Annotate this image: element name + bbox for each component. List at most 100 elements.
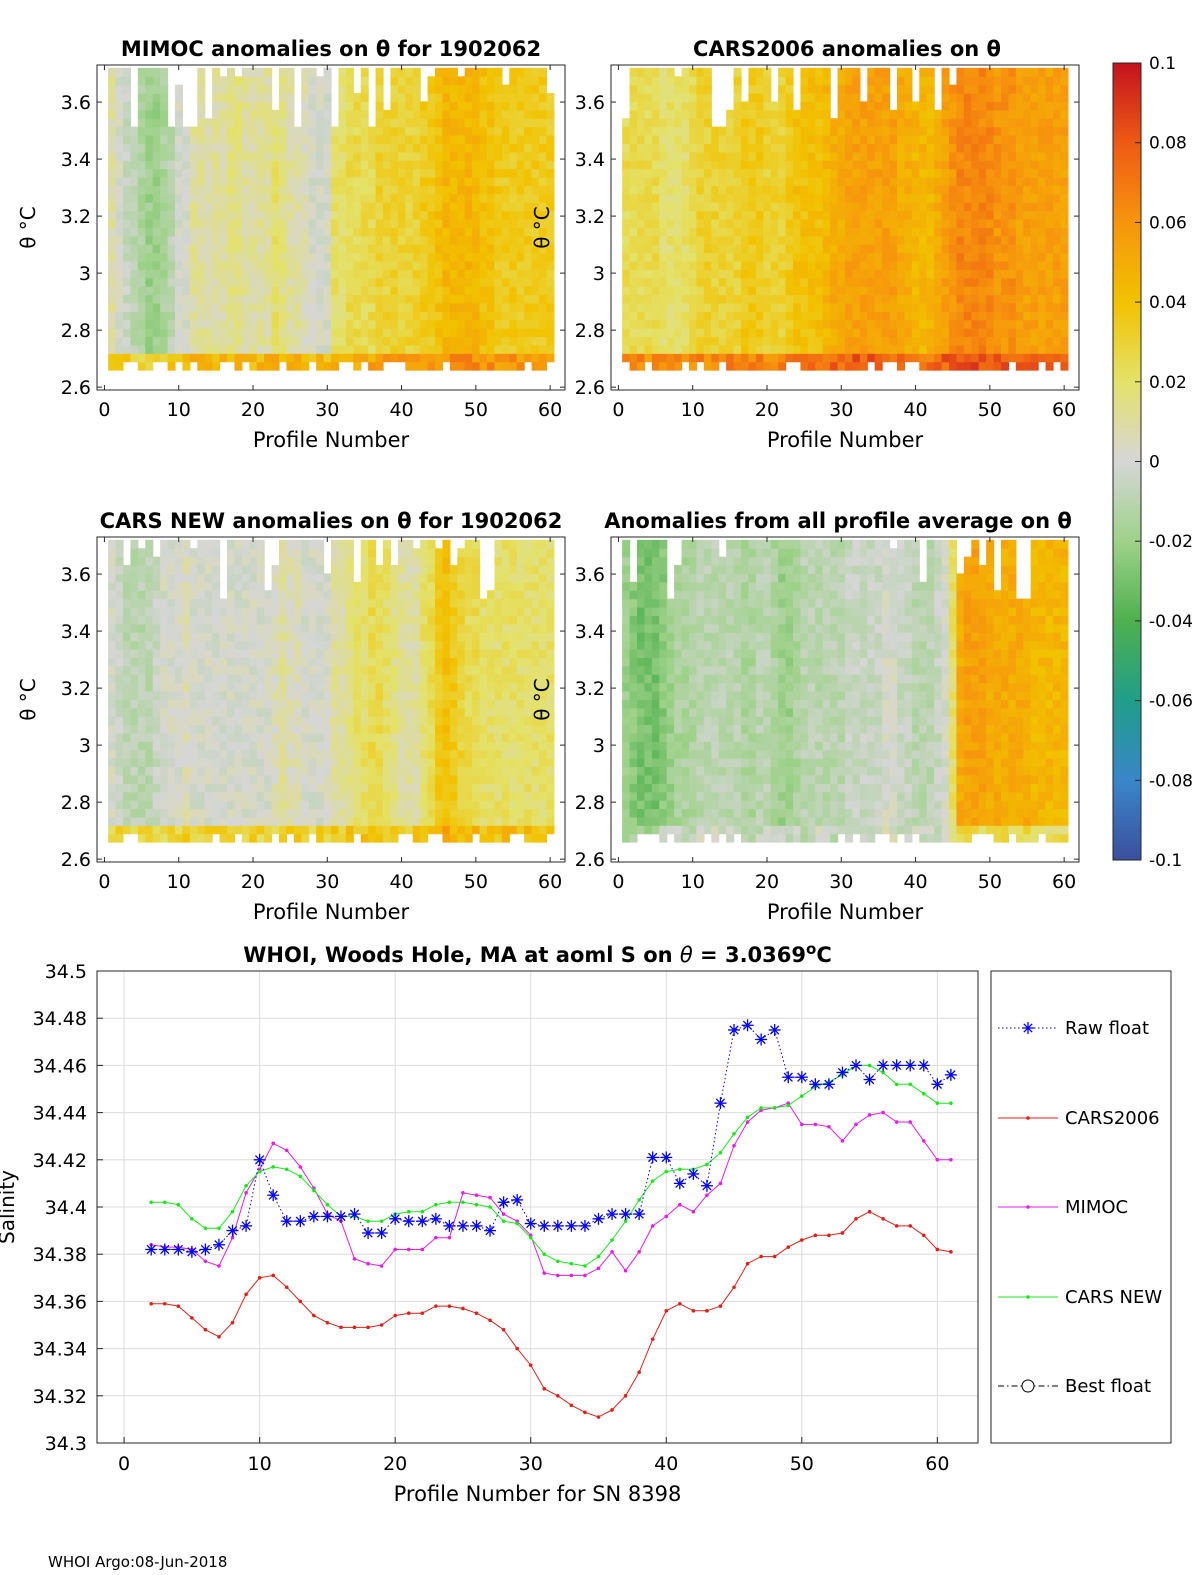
heatmap-cell bbox=[531, 336, 540, 346]
heatmap-cell bbox=[926, 176, 935, 186]
heatmap-cell bbox=[234, 160, 243, 170]
heatmap-cell bbox=[383, 143, 392, 153]
heatmap-cell bbox=[204, 690, 213, 700]
heatmap-cell bbox=[516, 101, 525, 111]
heatmap-cell bbox=[323, 101, 332, 111]
heatmap-cell bbox=[956, 126, 965, 136]
heatmap-cell bbox=[353, 227, 362, 237]
heatmap-cell bbox=[286, 311, 295, 321]
heatmap-cell bbox=[264, 269, 273, 279]
heatmap-cell bbox=[227, 791, 236, 801]
heatmap-cell bbox=[353, 143, 362, 153]
heatmap-cell bbox=[837, 277, 846, 287]
heatmap-cell bbox=[479, 361, 488, 371]
heatmap-cell bbox=[941, 344, 950, 354]
heatmap-cell bbox=[1008, 294, 1017, 304]
heatmap-cell bbox=[1053, 101, 1062, 111]
heatmap-cell bbox=[845, 286, 854, 296]
heatmap-cell bbox=[160, 193, 169, 203]
heatmap-cell bbox=[956, 151, 965, 161]
heatmap-cell bbox=[234, 277, 243, 287]
heatmap-cell bbox=[338, 336, 347, 346]
heatmap-cell bbox=[123, 657, 132, 667]
heatmap-cell bbox=[457, 311, 466, 321]
heatmap-cell bbox=[442, 176, 451, 186]
heatmap-cell bbox=[137, 294, 146, 304]
heatmap-cell bbox=[546, 160, 555, 170]
heatmap-cell bbox=[316, 260, 325, 270]
heatmap-cell bbox=[323, 311, 332, 321]
heatmap-cell bbox=[681, 160, 690, 170]
heatmap-cell bbox=[941, 151, 950, 161]
heatmap-cell bbox=[726, 193, 735, 203]
heatmap-cell bbox=[360, 328, 369, 338]
heatmap-cell bbox=[130, 135, 139, 144]
heatmap-cell bbox=[539, 294, 548, 304]
heatmap-cell bbox=[256, 716, 265, 726]
heatmap-cell bbox=[674, 176, 683, 186]
heatmap-cell bbox=[741, 193, 750, 203]
heatmap-cell bbox=[897, 311, 906, 321]
heatmap-cell bbox=[1053, 185, 1062, 195]
heatmap-cell bbox=[405, 260, 414, 270]
heatmap-cell bbox=[793, 311, 802, 321]
heatmap-cell bbox=[137, 252, 146, 262]
heatmap-cell bbox=[175, 791, 184, 801]
heatmap-cell bbox=[420, 135, 429, 144]
heatmap-cell bbox=[227, 741, 236, 751]
heatmap-cell bbox=[1030, 84, 1039, 94]
heatmap-cell bbox=[487, 185, 496, 195]
heatmap-cell bbox=[189, 816, 198, 826]
heatmap-cell bbox=[629, 93, 638, 103]
heatmap-cell bbox=[316, 311, 325, 321]
heatmap-cell bbox=[666, 76, 675, 86]
heatmap-cell bbox=[644, 210, 653, 220]
heatmap-cell bbox=[152, 202, 161, 212]
heatmap-cell bbox=[472, 143, 481, 153]
heatmap-cell bbox=[271, 143, 280, 153]
heatmap-cell bbox=[822, 328, 831, 338]
heatmap-cell bbox=[145, 833, 154, 843]
heatmap-cell bbox=[711, 202, 720, 212]
heatmap-cell bbox=[859, 260, 868, 270]
heatmap-cell bbox=[644, 109, 653, 119]
heatmap-cell bbox=[755, 67, 764, 77]
heatmap-cell bbox=[755, 76, 764, 86]
heatmap-cell bbox=[152, 252, 161, 262]
heatmap-cell bbox=[1008, 76, 1017, 86]
heatmap-cell bbox=[763, 168, 772, 178]
heatmap-cell bbox=[227, 168, 236, 178]
heatmap-cell bbox=[1001, 361, 1010, 371]
heatmap-cell bbox=[874, 202, 883, 212]
heatmap-cell bbox=[442, 252, 451, 262]
heatmap-cell bbox=[785, 218, 794, 228]
heatmap-cell bbox=[479, 218, 488, 228]
heatmap-cell bbox=[241, 311, 250, 321]
heatmap-cell bbox=[696, 336, 705, 346]
heatmap-cell bbox=[293, 269, 302, 279]
heatmap-cell bbox=[1023, 202, 1032, 212]
heatmap-cell bbox=[360, 118, 369, 128]
heatmap-cell bbox=[1030, 277, 1039, 287]
heatmap-cell bbox=[227, 640, 236, 650]
heatmap-cell bbox=[175, 724, 184, 734]
heatmap-cell bbox=[815, 84, 824, 94]
heatmap-cell bbox=[368, 176, 377, 186]
heatmap-cell bbox=[666, 176, 675, 186]
heatmap-cell bbox=[778, 344, 787, 354]
heatmap-cell bbox=[1053, 168, 1062, 178]
heatmap-cell bbox=[763, 202, 772, 212]
heatmap-cell bbox=[516, 227, 525, 237]
heatmap-cell bbox=[160, 783, 169, 793]
heatmap-cell bbox=[457, 193, 466, 203]
heatmap-cell bbox=[963, 185, 972, 195]
heatmap-cell bbox=[234, 361, 243, 371]
heatmap-cell bbox=[1030, 344, 1039, 354]
heatmap-cell bbox=[934, 143, 943, 153]
heatmap-cell bbox=[420, 126, 429, 136]
heatmap-cell bbox=[986, 286, 995, 296]
heatmap-cell bbox=[160, 218, 169, 228]
heatmap-cell bbox=[770, 210, 779, 220]
heatmap-cell bbox=[494, 176, 503, 186]
heatmap-cell bbox=[674, 202, 683, 212]
